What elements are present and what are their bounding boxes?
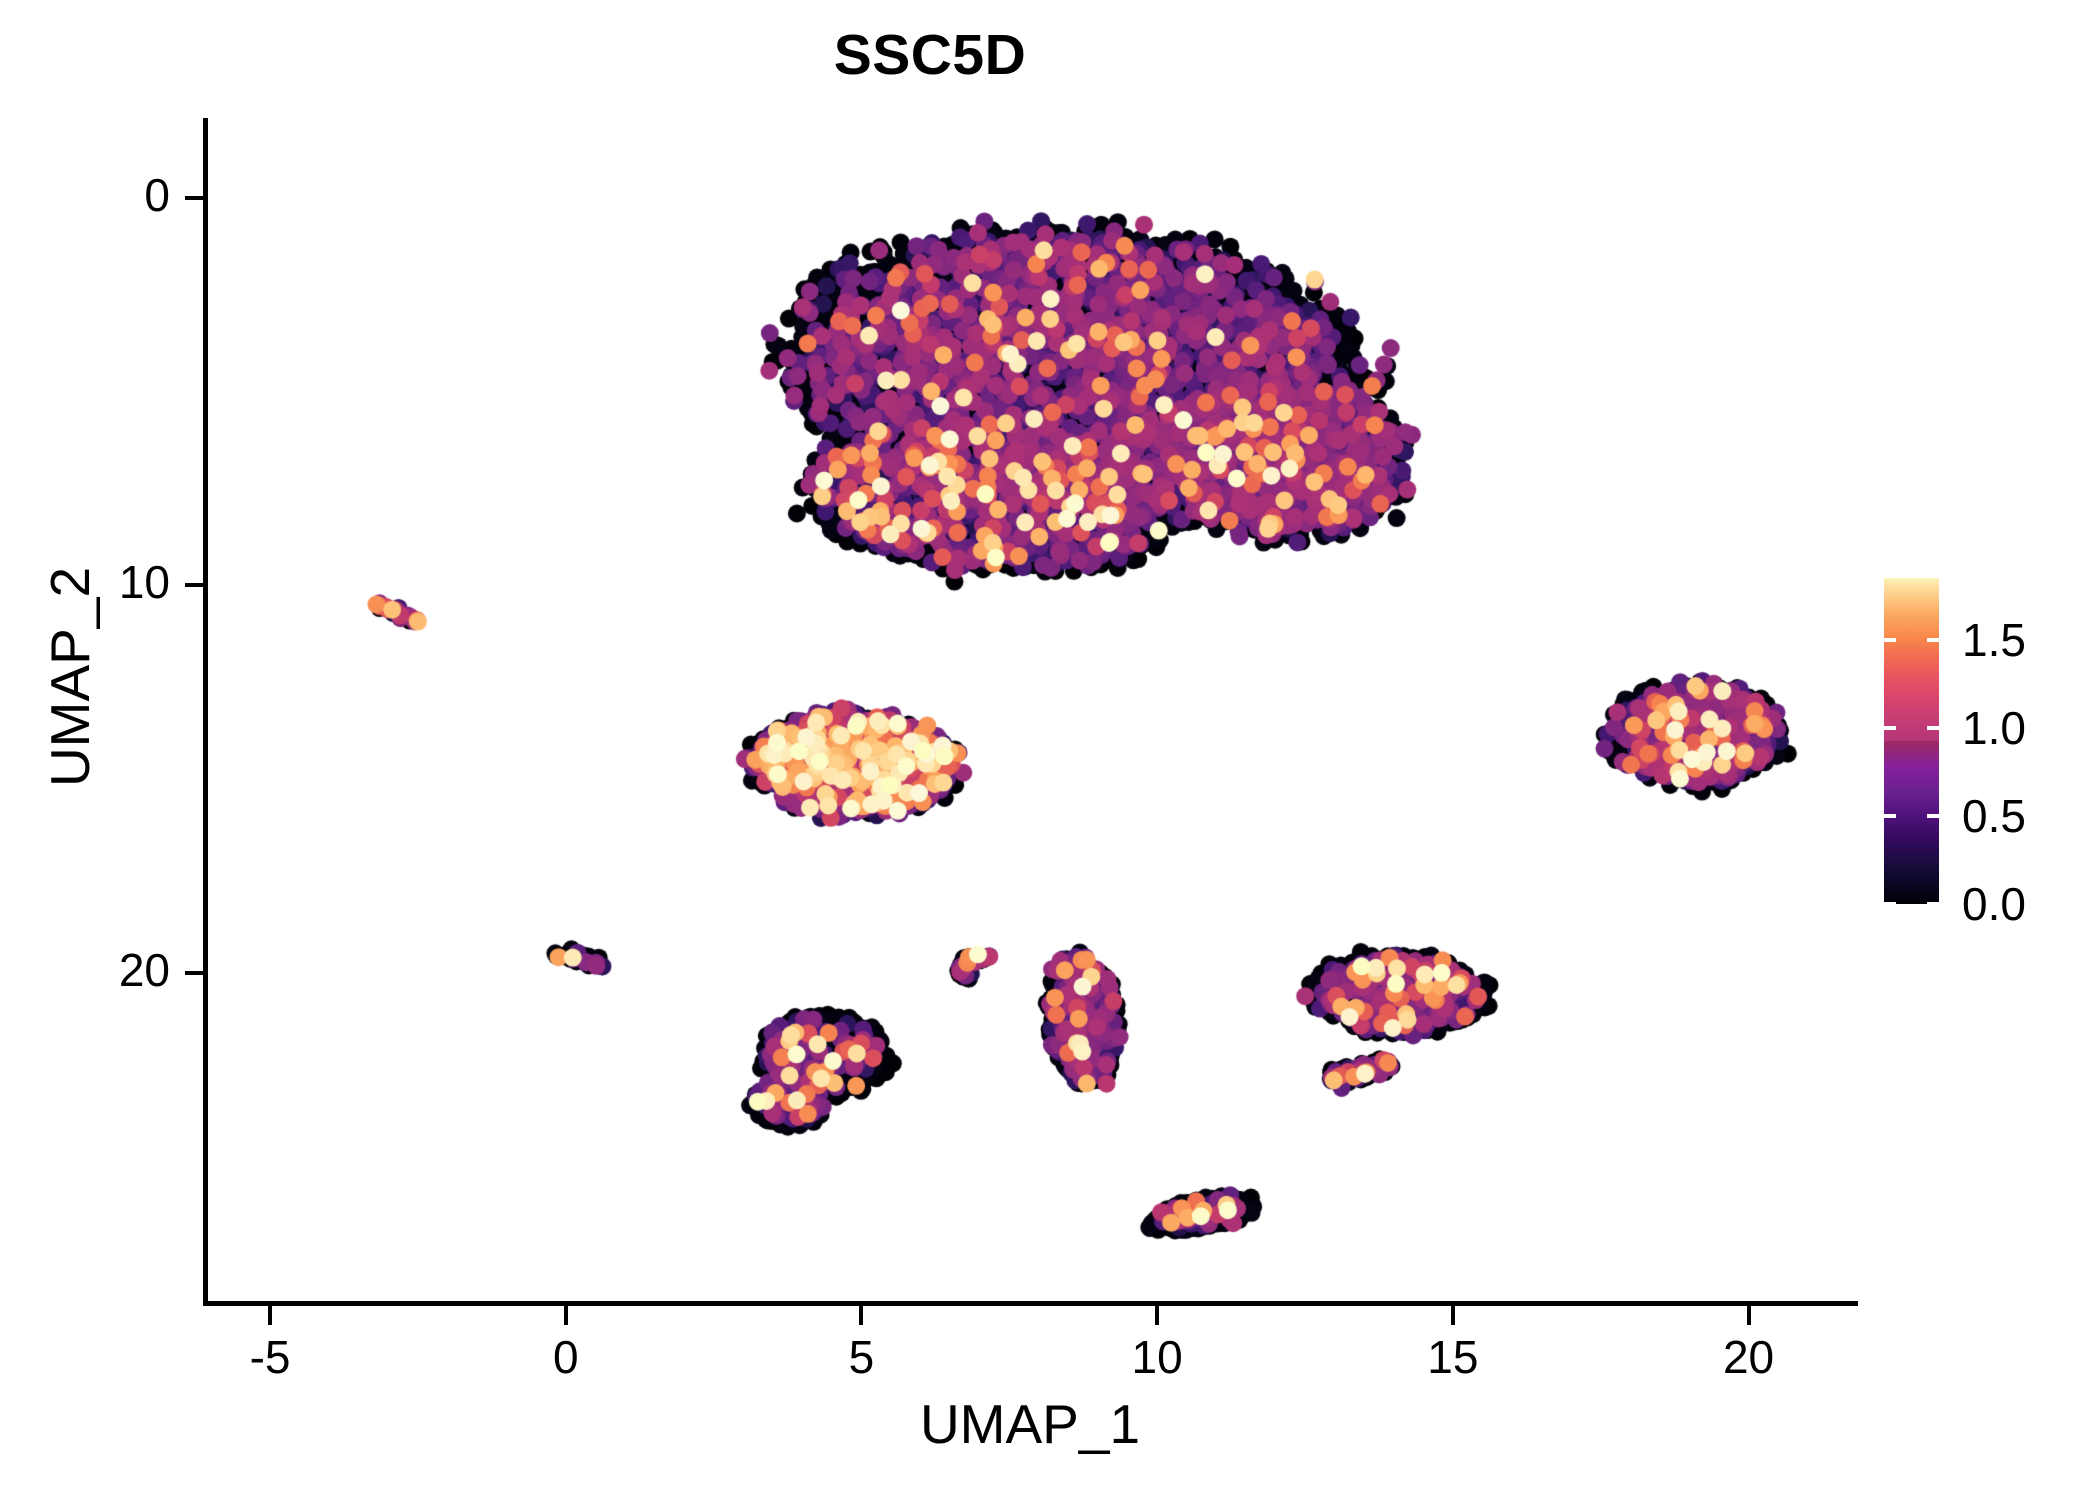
x-tick-label: 20: [1722, 1331, 1775, 1383]
y-tick-label: 20: [118, 944, 170, 997]
x-axis-line: [203, 1301, 1858, 1306]
colorbar-tick-mark: [1884, 902, 1896, 906]
plot-panel: [205, 120, 1855, 1303]
x-tick-mark: [563, 1305, 568, 1325]
colorbar-tick-label: 1.0: [1962, 701, 2026, 754]
y-tick-label: 10: [118, 556, 170, 609]
y-tick-mark: [185, 583, 205, 588]
x-tick-label: 0: [552, 1331, 579, 1383]
colorbar-tick-label: 0.0: [1962, 878, 2026, 930]
x-tick-mark: [1450, 1305, 1455, 1325]
colorbar-tick-mark: [1884, 813, 1896, 818]
page-title: SSC5D: [833, 23, 1027, 87]
y-tick-mark: [185, 195, 205, 200]
colorbar-tick-mark: [1927, 902, 1939, 906]
x-tick-label: -5: [249, 1331, 291, 1383]
scatter-plot-canvas: [205, 120, 1855, 1303]
x-tick-mark: [1746, 1305, 1751, 1325]
colorbar-tick-mark: [1884, 637, 1896, 642]
colorbar-tick-mark: [1927, 725, 1939, 730]
colorbar-tick-mark: [1884, 725, 1896, 730]
colorbar-tick-label: 0.5: [1962, 789, 2026, 842]
y-tick-mark: [185, 971, 205, 976]
x-tick-label: 10: [1131, 1331, 1183, 1383]
y-tick-label: 0: [144, 168, 170, 221]
y-axis-title: UMAP_2: [39, 566, 101, 788]
x-axis-title: UMAP_1: [919, 1393, 1141, 1455]
colorbar-gradient: [1884, 578, 1939, 904]
colorbar-tick-mark: [1927, 637, 1939, 642]
x-tick-mark: [1155, 1305, 1160, 1325]
x-tick-label: 15: [1427, 1331, 1479, 1383]
x-tick-mark: [859, 1305, 864, 1325]
colorbar-tick-label: 1.5: [1962, 613, 2026, 666]
x-tick-mark: [268, 1305, 273, 1325]
colorbar-tick-mark: [1927, 813, 1939, 818]
x-tick-label: 5: [848, 1331, 875, 1383]
y-axis-line: [203, 118, 208, 1306]
